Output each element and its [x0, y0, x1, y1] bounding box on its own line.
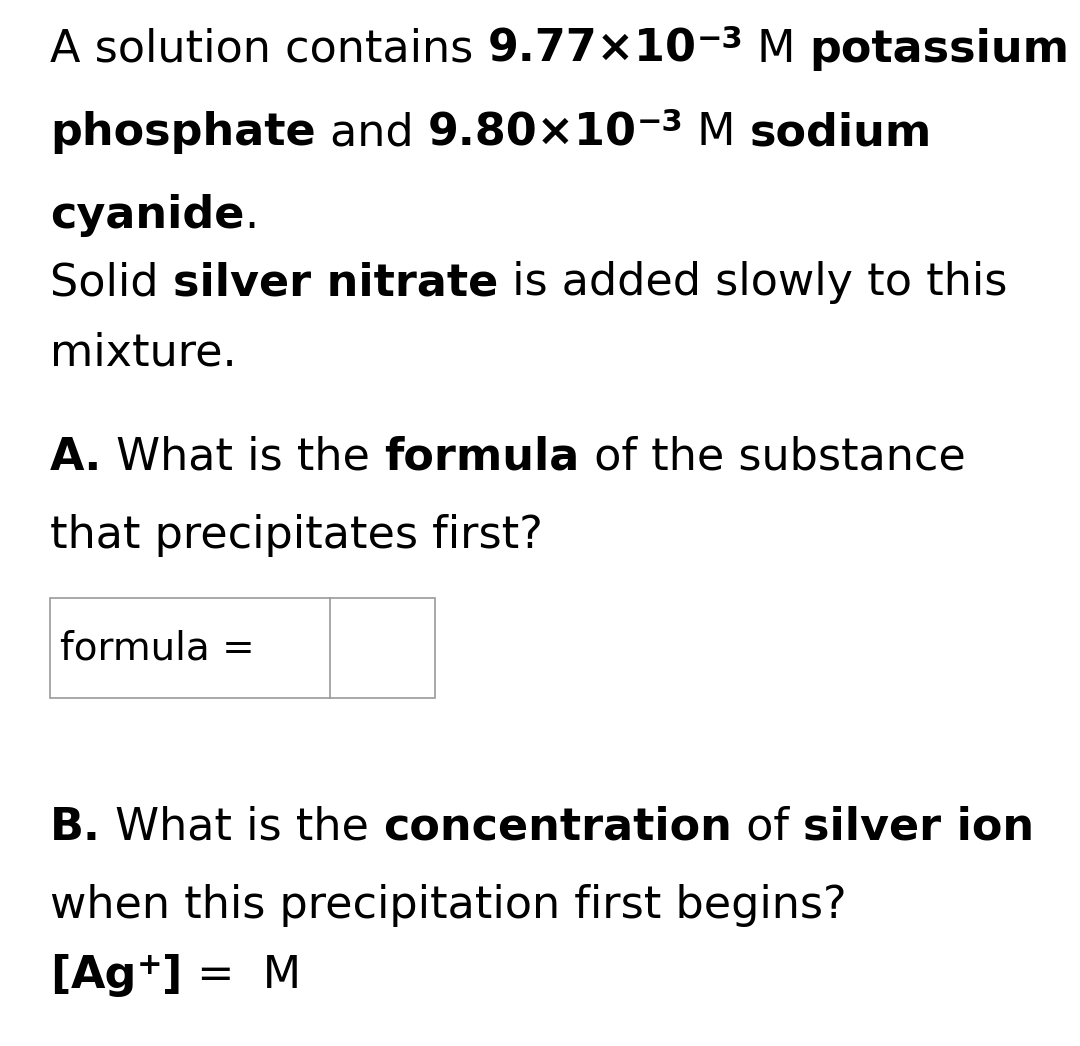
Text: sodium: sodium — [750, 111, 932, 154]
Text: that precipitates first?: that precipitates first? — [50, 514, 543, 558]
Text: and: and — [315, 111, 428, 154]
Text: M: M — [683, 111, 750, 154]
Bar — [50, 598, 435, 698]
Text: +: + — [137, 951, 162, 980]
Text: 9.80×10: 9.80×10 — [428, 111, 636, 154]
Text: What is the: What is the — [103, 436, 384, 479]
Text: silver nitrate: silver nitrate — [173, 262, 498, 304]
Text: formula =: formula = — [60, 629, 267, 667]
Text: mixture.: mixture. — [50, 331, 237, 374]
Text: of the substance: of the substance — [580, 436, 966, 479]
Text: A.: A. — [50, 436, 103, 479]
Text: M: M — [743, 28, 810, 71]
Text: What is the: What is the — [100, 806, 383, 849]
Text: concentration: concentration — [383, 806, 732, 849]
Text: when this precipitation first begins?: when this precipitation first begins? — [50, 884, 847, 927]
Text: cyanide: cyanide — [50, 194, 244, 237]
Text: is added slowly to this: is added slowly to this — [498, 262, 1008, 304]
Text: B.: B. — [50, 806, 100, 849]
Text: phosphate: phosphate — [50, 111, 315, 154]
Text: −3: −3 — [697, 25, 743, 54]
Text: −3: −3 — [636, 108, 683, 137]
Text: of: of — [732, 806, 802, 849]
Text: Solid: Solid — [50, 262, 173, 304]
Text: Ag: Ag — [70, 954, 137, 997]
Text: ]: ] — [162, 954, 183, 997]
Text: formula: formula — [384, 436, 580, 479]
Text: 9.77×10: 9.77×10 — [487, 28, 697, 71]
Text: [: [ — [50, 954, 70, 997]
Text: A solution contains: A solution contains — [50, 28, 487, 71]
Text: .: . — [244, 194, 258, 237]
Text: =  M: = M — [183, 954, 301, 997]
Text: silver ion: silver ion — [802, 806, 1034, 849]
Text: potassium: potassium — [810, 28, 1069, 71]
